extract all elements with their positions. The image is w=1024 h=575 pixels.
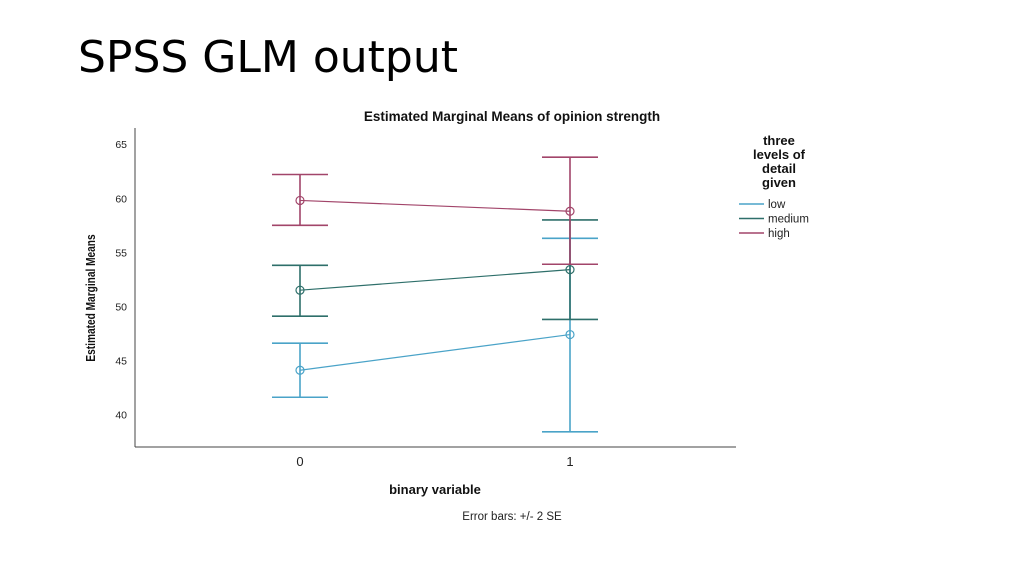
data-point [295,365,305,375]
x-axis-title: binary variable [389,482,481,497]
data-point [295,195,305,206]
series-line [299,269,571,291]
data-point [295,285,305,295]
legend-label-medium: medium [768,214,809,226]
y-tick-label: 55 [115,247,127,259]
slide-title: SPSS GLM output [78,32,458,83]
x-tick-label: 1 [566,454,573,469]
series-line [299,333,571,371]
legend-label-low: low [768,199,786,211]
legend-title-line: levels of [753,147,806,162]
legend-title-line: three [763,133,795,148]
y-tick-label: 50 [115,301,127,313]
legend-title-line: detail [762,161,796,176]
y-tick-label: 60 [115,193,127,205]
legend-title-line: given [762,175,796,190]
series-line [299,199,571,212]
data-point [565,265,575,275]
x-tick-label: 0 [296,454,303,469]
y-tick-label: 40 [115,410,127,422]
data-point [565,206,575,216]
y-tick-label: 65 [115,139,127,151]
error-bar-footnote: Error bars: +/- 2 SE [462,511,562,523]
data-point [565,329,575,340]
y-axis-title: Estimated Marginal Means [84,234,98,361]
legend-label-high: high [768,228,790,240]
chart-axes: 40 45 50 55 60 65 0 1 [115,128,736,469]
series-high [272,156,598,266]
series-low [272,237,598,433]
series-medium [272,219,598,321]
chart-series [272,156,598,433]
y-tick-label: 45 [115,355,127,367]
chart-title: Estimated Marginal Means of opinion stre… [364,109,660,124]
